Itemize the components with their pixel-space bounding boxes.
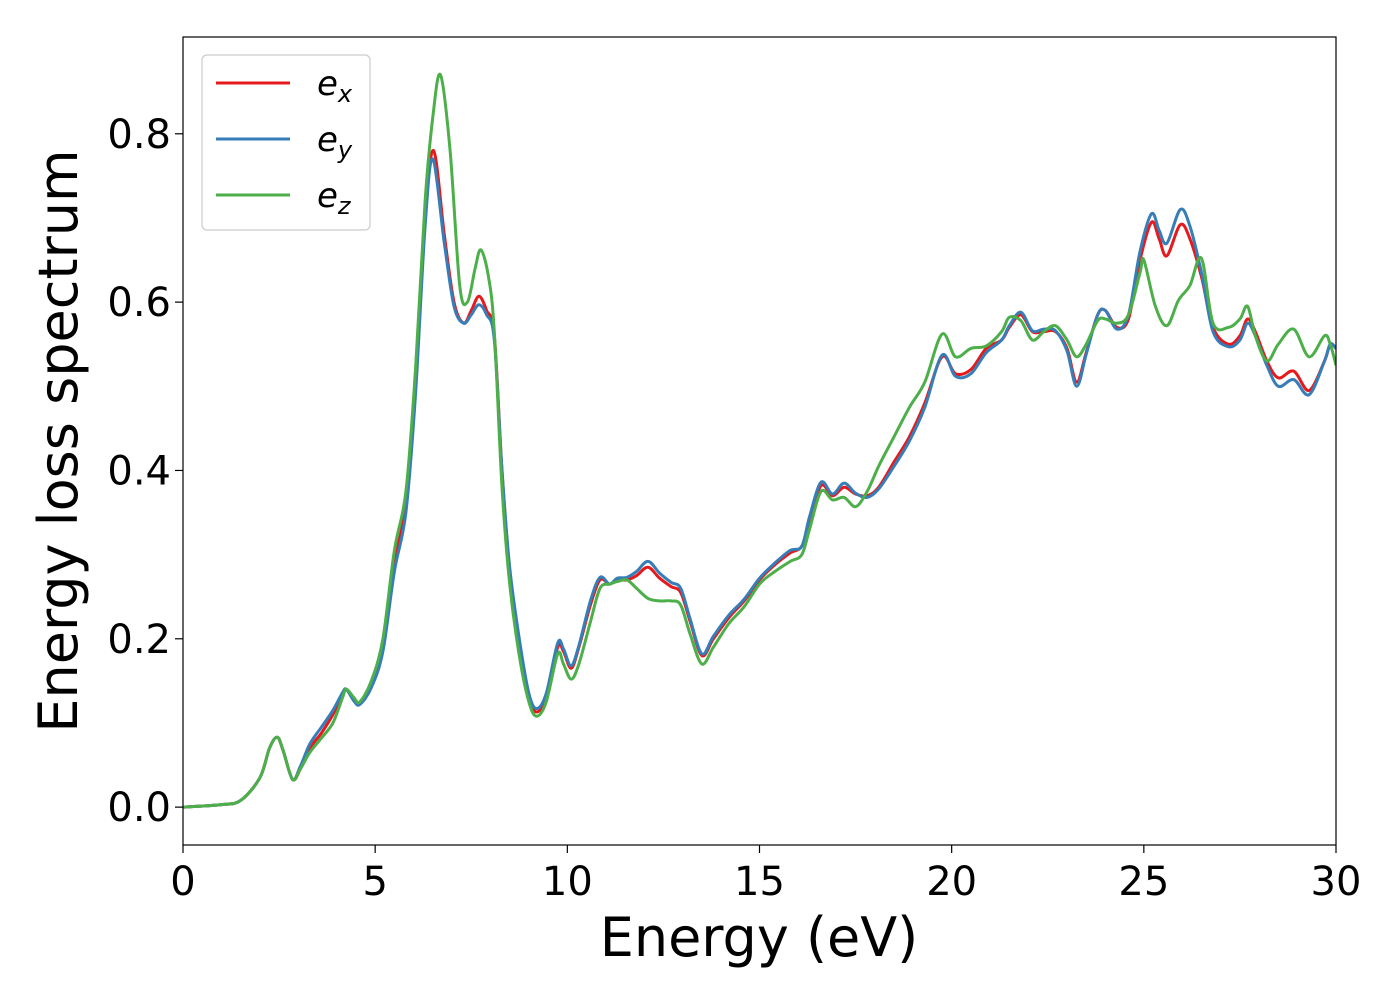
y-axis-ticks: 0.0 0.2 0.4 0.6 0.8 [107,112,183,831]
legend-label: ex [317,64,353,108]
x-tick-label: 25 [1118,859,1169,905]
y-tick-label: 0.4 [107,448,171,494]
series-line-e-z [183,72,1336,809]
x-tick-label: 5 [362,859,387,905]
y-tick-label: 0.2 [107,617,171,663]
legend-frame [201,54,371,231]
legend-label: ez [317,176,352,220]
x-tick-label: 10 [542,859,593,905]
legend-label: ey [317,120,353,164]
x-tick-label: 15 [734,859,785,905]
series-line-e-y [183,157,1336,809]
x-axis-ticks: 0 5 10 15 20 25 30 [170,845,1361,905]
plot-lines [183,72,1336,809]
legend: ex ey ez [201,54,371,231]
y-tick-label: 0.6 [107,280,171,326]
y-tick-label: 0.0 [107,785,171,831]
y-tick-label: 0.8 [107,112,171,158]
x-tick-label: 20 [926,859,977,905]
x-tick-label: 0 [170,859,195,905]
x-tick-label: 30 [1311,859,1362,905]
series-line-e-x [183,149,1336,809]
x-axis-title: Energy (eV) [600,906,919,969]
y-axis-title: Energy loss spectrum [27,149,90,732]
